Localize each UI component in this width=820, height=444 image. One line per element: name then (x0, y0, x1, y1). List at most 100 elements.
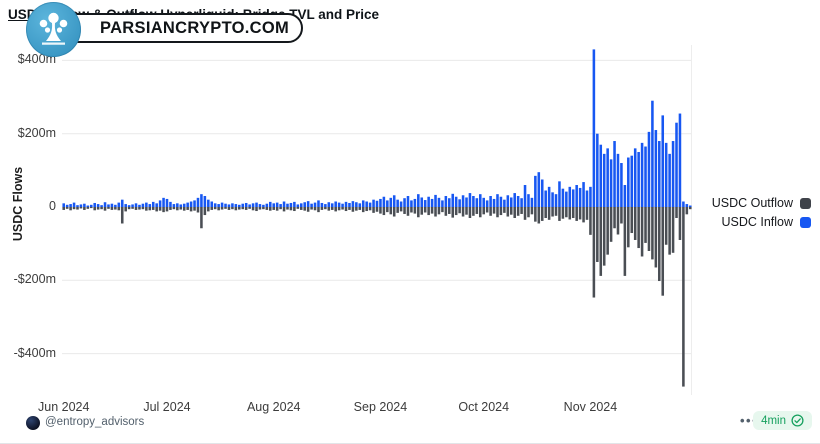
outflow-bar (306, 207, 310, 212)
inflow-bar (637, 152, 640, 207)
inflow-bar (217, 204, 220, 207)
inflow-bar (176, 203, 179, 207)
inflow-bar (585, 190, 589, 207)
inflow-bar (76, 205, 79, 207)
inflow-bar (458, 199, 461, 207)
refresh-time-badge: 4min (753, 411, 812, 430)
outflow-bar (120, 207, 124, 224)
inflow-bar (509, 197, 513, 207)
outflow-bar (234, 207, 238, 211)
inflow-bar (83, 203, 86, 207)
inflow-bar (441, 200, 444, 207)
outflow-bar (365, 207, 368, 212)
outflow-bar (413, 207, 417, 214)
inflow-bar (234, 204, 238, 207)
outflow-bar (430, 207, 434, 214)
inflow-bar (547, 186, 551, 207)
inflow-bar (213, 203, 217, 207)
legend-swatch-inflow (800, 216, 811, 228)
legend-item-usdc-outflow[interactable]: USDC Outflow (712, 196, 811, 210)
outflow-bar (689, 207, 692, 210)
outflow-bar (296, 207, 300, 209)
inflow-bar (382, 196, 386, 207)
inflow-bar (289, 202, 293, 207)
outflow-bar (275, 207, 279, 211)
outflow-bar (644, 207, 647, 243)
outflow-bar (124, 207, 127, 212)
outflow-bar (251, 207, 255, 211)
inflow-bar (479, 194, 482, 207)
check-circle-icon (791, 414, 804, 427)
inflow-bar (179, 204, 183, 207)
outflow-bar (589, 207, 592, 235)
outflow-bar (317, 207, 320, 213)
outflow-bar (637, 207, 640, 249)
inflow-bar (496, 194, 499, 207)
outflow-bar (182, 207, 186, 211)
inflow-bar (151, 201, 155, 207)
outflow-bar (620, 207, 623, 224)
inflow-bar (482, 197, 485, 207)
outflow-bar (651, 207, 654, 260)
inflow-bar (86, 205, 90, 207)
outflow-bar (355, 207, 358, 211)
y-tick-label: 0 (49, 199, 56, 213)
inflow-bar (386, 200, 389, 207)
inflow-bar (534, 175, 537, 207)
overflow-menu[interactable]: ••• (740, 413, 759, 428)
outflow-bar (575, 207, 578, 221)
inflow-bar (124, 204, 127, 207)
inflow-bar (420, 197, 424, 207)
inflow-bar (565, 191, 568, 207)
outflow-bar (475, 207, 479, 214)
x-tick-label: Nov 2024 (563, 400, 618, 414)
inflow-bar (592, 49, 596, 207)
outflow-bar (76, 207, 79, 210)
inflow-bar (210, 201, 214, 207)
legend-item-usdc-inflow[interactable]: USDC Inflow (721, 215, 811, 229)
inflow-bar (100, 205, 103, 207)
outflow-bar (558, 207, 561, 221)
inflow-bar (602, 153, 606, 207)
inflow-bar (344, 201, 348, 207)
outflow-bar (210, 207, 214, 210)
inflow-bar (630, 155, 634, 207)
inflow-bar (255, 202, 258, 207)
outflow-bar (458, 207, 461, 214)
outflow-bar (396, 207, 399, 213)
outflow-bar (678, 207, 682, 240)
inflow-bar (503, 199, 506, 207)
outflow-bar (386, 207, 389, 213)
inflow-bar (258, 204, 262, 207)
inflow-bar (227, 204, 231, 207)
outflow-bar (165, 207, 169, 212)
inflow-bar (272, 203, 275, 207)
outflow-bar (640, 207, 644, 257)
inflow-bar (396, 199, 399, 207)
inflow-bar (623, 185, 627, 207)
inflow-bar (654, 130, 658, 207)
inflow-bar (644, 146, 647, 207)
outflow-bar (509, 207, 513, 215)
outflow-bar (69, 207, 72, 211)
outflow-bar (527, 207, 530, 218)
inflow-bar (155, 203, 158, 207)
outflow-bar (547, 207, 551, 220)
outflow-bar (265, 207, 269, 210)
outflow-bars (62, 207, 692, 387)
inflow-bar (571, 189, 575, 207)
outflow-bar (523, 207, 527, 220)
outflow-bar (348, 207, 351, 210)
avatar (26, 416, 40, 430)
inflow-bar (241, 203, 245, 207)
outflow-bar (434, 207, 437, 217)
inflow-bar (461, 195, 465, 207)
y-tick-label: $200m (17, 125, 56, 140)
outflow-bar (492, 207, 496, 214)
outflow-bar (186, 207, 189, 210)
inflow-bar (162, 197, 165, 207)
outflow-bar (661, 207, 665, 296)
outflow-bar (664, 207, 668, 245)
inflow-bar (489, 196, 492, 207)
